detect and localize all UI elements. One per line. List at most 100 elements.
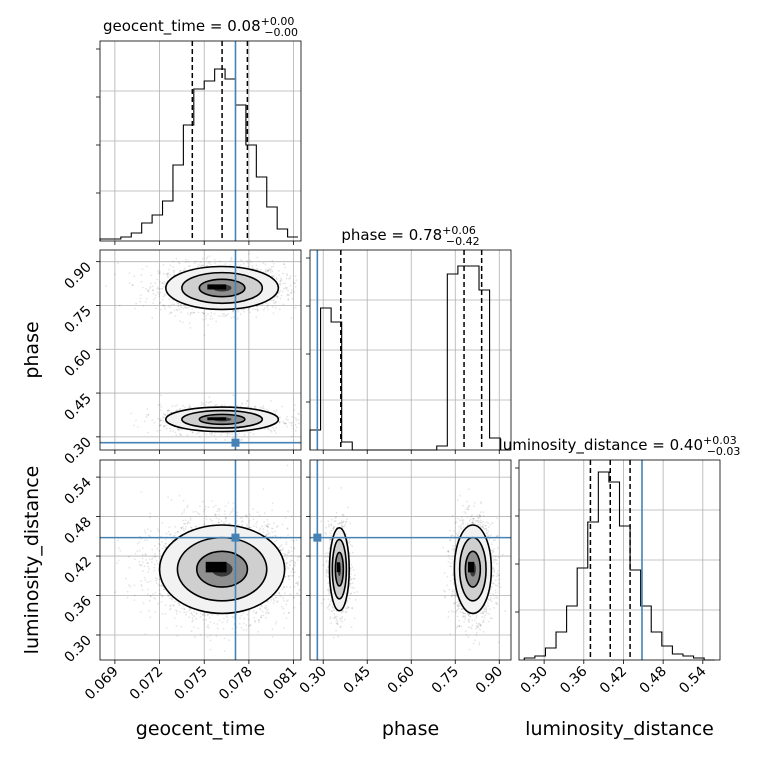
sample-point (208, 261, 211, 263)
sample-point (176, 610, 178, 613)
sample-point (284, 517, 287, 519)
sample-point (210, 312, 213, 314)
sample-point (132, 284, 134, 286)
sample-point (182, 269, 185, 271)
sample-point (141, 286, 144, 289)
sample-point (273, 522, 275, 524)
sample-point (281, 405, 284, 408)
sample-point (232, 310, 234, 312)
sample-point (209, 432, 212, 435)
sample-point (229, 259, 232, 262)
sample-point (187, 307, 190, 309)
sample-point (267, 608, 270, 611)
sample-point (143, 565, 146, 568)
sample-point (240, 626, 243, 629)
sample-point (177, 305, 180, 308)
sample-point (290, 422, 293, 425)
sample-point (232, 309, 235, 312)
sample-point (224, 263, 227, 265)
sample-point (166, 409, 169, 412)
sample-point (282, 282, 285, 285)
sample-point (172, 430, 175, 432)
sample-point (269, 271, 272, 274)
sample-point (268, 531, 270, 534)
sample-point (246, 523, 248, 526)
sample-point (126, 590, 129, 593)
sample-point (263, 407, 265, 410)
sample-point (188, 322, 191, 325)
sample-point (144, 579, 147, 581)
sample-point (263, 606, 266, 609)
sample-point (188, 406, 191, 409)
sample-point (298, 413, 300, 416)
sample-point (181, 428, 184, 431)
sample-point (209, 263, 212, 265)
contour-line (165, 406, 280, 433)
sample-point (264, 270, 267, 273)
sample-point (214, 262, 217, 265)
sample-point (294, 285, 297, 288)
sample-point (168, 594, 170, 597)
sample-point (295, 419, 298, 422)
sample-point (193, 615, 196, 618)
sample-point (264, 524, 267, 527)
sample-point (153, 555, 156, 558)
sample-point (284, 282, 286, 285)
sample-point (160, 405, 163, 408)
sample-point (159, 417, 162, 420)
sample-point (286, 274, 289, 277)
sample-point (282, 552, 284, 555)
sample-point (275, 277, 278, 279)
scatter-content (105, 250, 301, 442)
sample-point (245, 514, 248, 517)
sample-point (232, 310, 234, 313)
sample-point (266, 305, 269, 307)
sample-point (303, 559, 305, 561)
sample-point (219, 260, 222, 263)
sample-point (254, 621, 256, 623)
sample-point (205, 618, 208, 621)
sample-point (162, 304, 165, 307)
sample-point (278, 421, 281, 424)
sample-point (232, 316, 235, 318)
sample-point (203, 612, 206, 615)
sample-point (164, 307, 167, 310)
sample-point (288, 421, 291, 424)
sample-point (268, 612, 270, 614)
sample-point (215, 517, 218, 520)
sample-point (278, 421, 281, 423)
sample-point (247, 618, 250, 621)
sample-point (190, 526, 192, 529)
sample-point (259, 616, 262, 619)
sample-point (178, 262, 181, 265)
sample-point (239, 517, 242, 519)
sample-point (146, 431, 149, 434)
sample-point (266, 269, 268, 272)
sample-point (180, 311, 183, 313)
sample-point (149, 516, 151, 519)
sample-point (205, 518, 208, 520)
sample-point (197, 431, 200, 434)
sample-point (262, 531, 265, 533)
sample-point (293, 597, 296, 599)
sample-point (161, 594, 164, 597)
sample-point (291, 289, 293, 292)
sample-point (274, 429, 276, 432)
sample-point (272, 262, 275, 265)
sample-point (159, 409, 162, 411)
sample-point (294, 416, 296, 419)
sample-point (245, 629, 248, 631)
sample-point (266, 427, 269, 430)
sample-point (164, 294, 167, 297)
sample-point (145, 265, 148, 268)
sample-point (209, 621, 212, 623)
sample-point (241, 403, 244, 406)
sample-point (189, 326, 192, 329)
sample-point (278, 592, 281, 595)
sample-point (166, 273, 169, 275)
sample-point (206, 613, 209, 616)
sample-point (202, 264, 205, 267)
sample-point (157, 272, 160, 275)
sample-point (136, 426, 139, 428)
sample-point (285, 418, 287, 420)
